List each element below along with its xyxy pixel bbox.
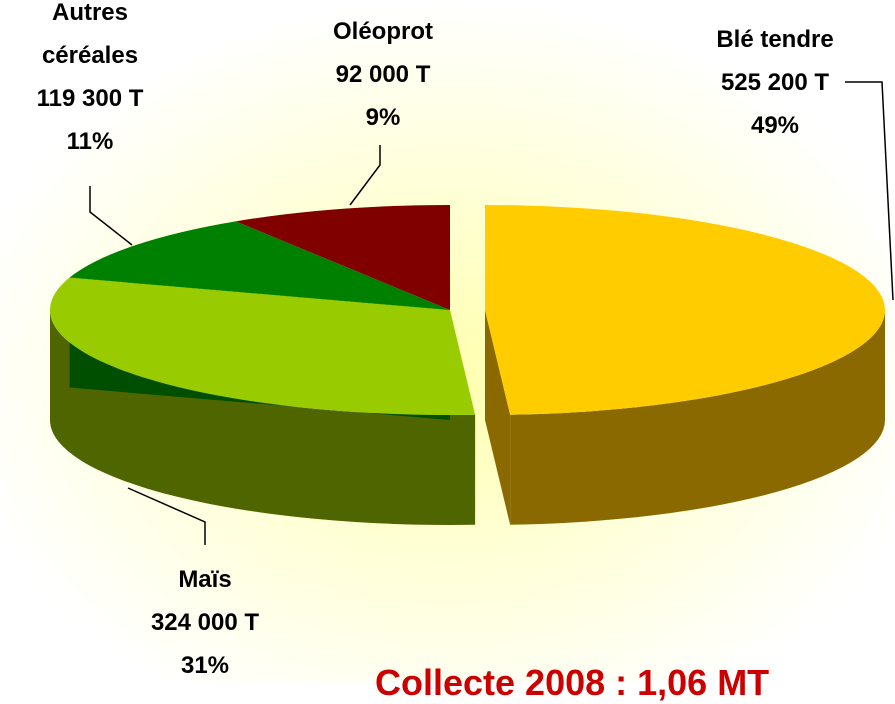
- slice-side: [50, 310, 476, 525]
- category-label: Maïs: [178, 566, 232, 593]
- data-label: Maïs 324 000 T 31%: [105, 558, 305, 687]
- leader-line: [845, 81, 894, 301]
- category-label: Autres céréales: [41, 0, 139, 69]
- leader-line: [127, 487, 206, 545]
- data-label: Oléoprot 92 000 T 9%: [283, 10, 483, 139]
- tonnage-label: 324 000 T: [150, 609, 260, 636]
- percent-label: 11%: [66, 128, 114, 155]
- chart-title: Collecte 2008 : 1,06 MT: [375, 662, 770, 703]
- tonnage-label: 119 300 T: [36, 85, 144, 112]
- data-label: Blé tendre 525 200 T 49%: [675, 18, 875, 147]
- slice-cut-face: [485, 310, 511, 525]
- percent-label: 31%: [180, 652, 230, 679]
- tonnage-label: 525 200 T: [720, 69, 830, 96]
- chart: [0, 0, 895, 682]
- category-label: Blé tendre: [716, 26, 834, 53]
- slice-top: [485, 205, 886, 415]
- slice-side: [510, 310, 885, 525]
- slice-top: [49, 277, 476, 415]
- category-label: Oléoprot: [333, 18, 433, 45]
- percent-label: 9%: [365, 104, 401, 131]
- slice-top: [69, 221, 450, 310]
- leader-line: [89, 186, 133, 246]
- leader-lines: [89, 81, 894, 545]
- data-label: Autres céréales 119 300 T 11%: [15, 0, 165, 163]
- leader-line: [349, 145, 381, 206]
- slice-top: [235, 205, 450, 310]
- tonnage-label: 92 000 T: [335, 61, 431, 88]
- percent-label: 49%: [750, 112, 800, 139]
